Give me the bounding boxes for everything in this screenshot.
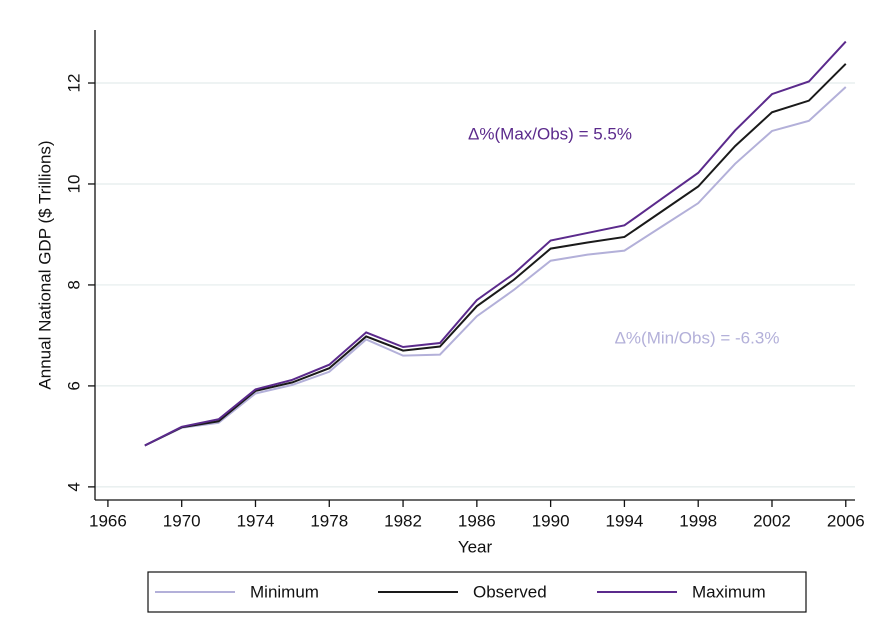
y-axis-label: Annual National GDP ($ Trillions): [35, 140, 54, 389]
legend-box: [147, 571, 807, 613]
y-tick-label: 10: [64, 175, 83, 194]
line: [144, 86, 847, 447]
x-tick-label: 1982: [384, 511, 422, 530]
x-tick-label: 1974: [237, 511, 275, 530]
x-tick-label: 1986: [458, 511, 496, 530]
x-tick-label: 1990: [532, 511, 570, 530]
legend-label: Maximum: [692, 582, 766, 601]
line: [144, 63, 847, 447]
x-tick-label: 1994: [606, 511, 644, 530]
line: [144, 40, 847, 447]
legend-label: Minimum: [250, 582, 319, 601]
y-tick-label: 12: [64, 74, 83, 93]
x-tick-label: 1966: [89, 511, 127, 530]
x-tick-label: 2006: [827, 511, 865, 530]
x-tick-label: 1998: [679, 511, 717, 530]
y-tick-label: 6: [64, 381, 83, 390]
x-tick-label: 1978: [310, 511, 348, 530]
legend-label: Observed: [473, 582, 547, 601]
y-tick-label: 8: [64, 280, 83, 289]
annotation: Δ%(Min/Obs) = -6.3%: [615, 328, 780, 347]
x-tick-label: 2002: [753, 511, 791, 530]
x-axis-label: Year: [458, 537, 493, 556]
annotation: Δ%(Max/Obs) = 5.5%: [468, 124, 632, 143]
y-tick-label: 4: [64, 482, 83, 491]
x-tick-label: 1970: [163, 511, 201, 530]
